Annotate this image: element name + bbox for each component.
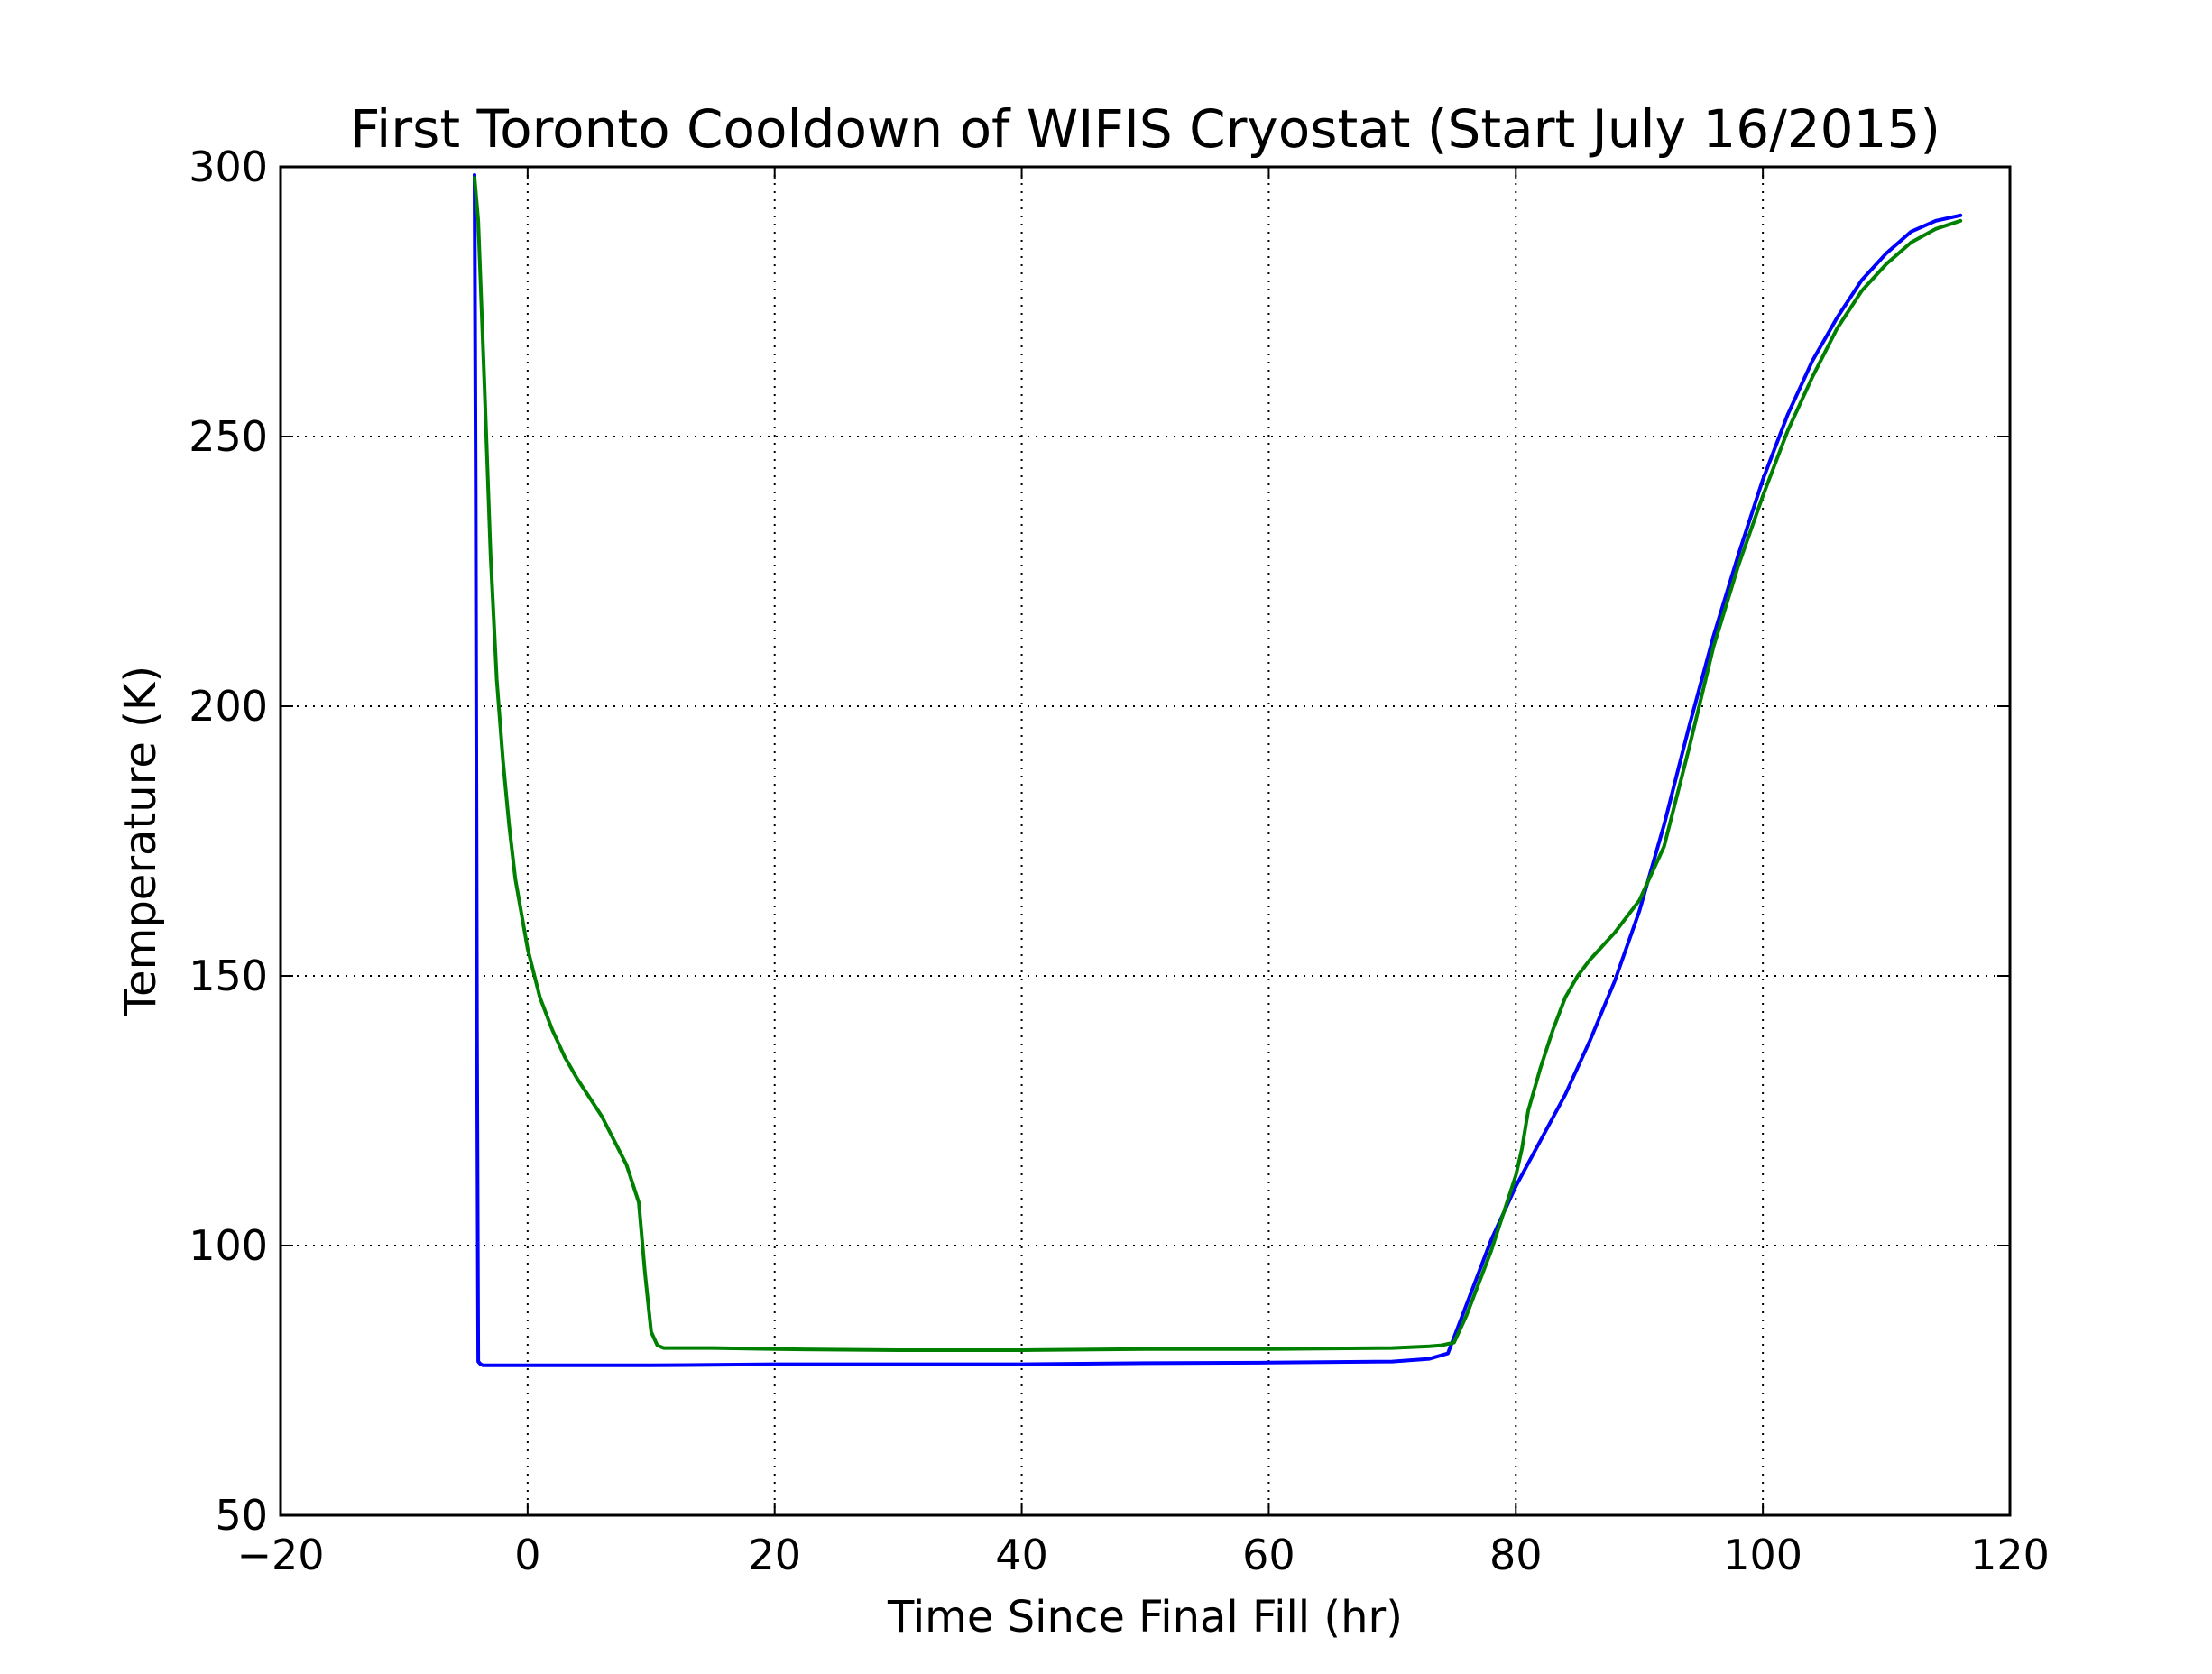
x-tick-label: 60 [1242, 1531, 1295, 1579]
grid [281, 167, 2010, 1515]
series-group [473, 173, 1963, 1367]
series-line-2 [473, 176, 1963, 1352]
y-tick-label: 300 [189, 143, 268, 191]
x-tick-label: 0 [514, 1531, 540, 1579]
x-axis-label: Time Since Final Fill (hr) [887, 1592, 1403, 1642]
x-tick-label: −20 [236, 1531, 324, 1579]
x-tick-label: 80 [1489, 1531, 1543, 1579]
y-tick-label: 200 [189, 682, 268, 731]
y-tick-label: 50 [215, 1491, 268, 1540]
y-tick-label: 150 [189, 952, 268, 1000]
x-tick-label: 100 [1723, 1531, 1802, 1579]
x-tick-label: 120 [1970, 1531, 2050, 1579]
y-axis-label: Temperature (K) [115, 666, 166, 1016]
plot-frame [279, 165, 2012, 1517]
y-tick-label: 250 [189, 412, 268, 461]
chart-title: First Toronto Cooldown of WIFIS Cryostat… [350, 98, 1940, 160]
x-tick-label: 40 [995, 1531, 1048, 1579]
ticks: −20 0 20 40 60 80 100 120 50 100 150 200 250 300 [189, 143, 2050, 1579]
y-tick-label: 100 [189, 1221, 268, 1270]
x-tick-label: 20 [748, 1531, 801, 1579]
